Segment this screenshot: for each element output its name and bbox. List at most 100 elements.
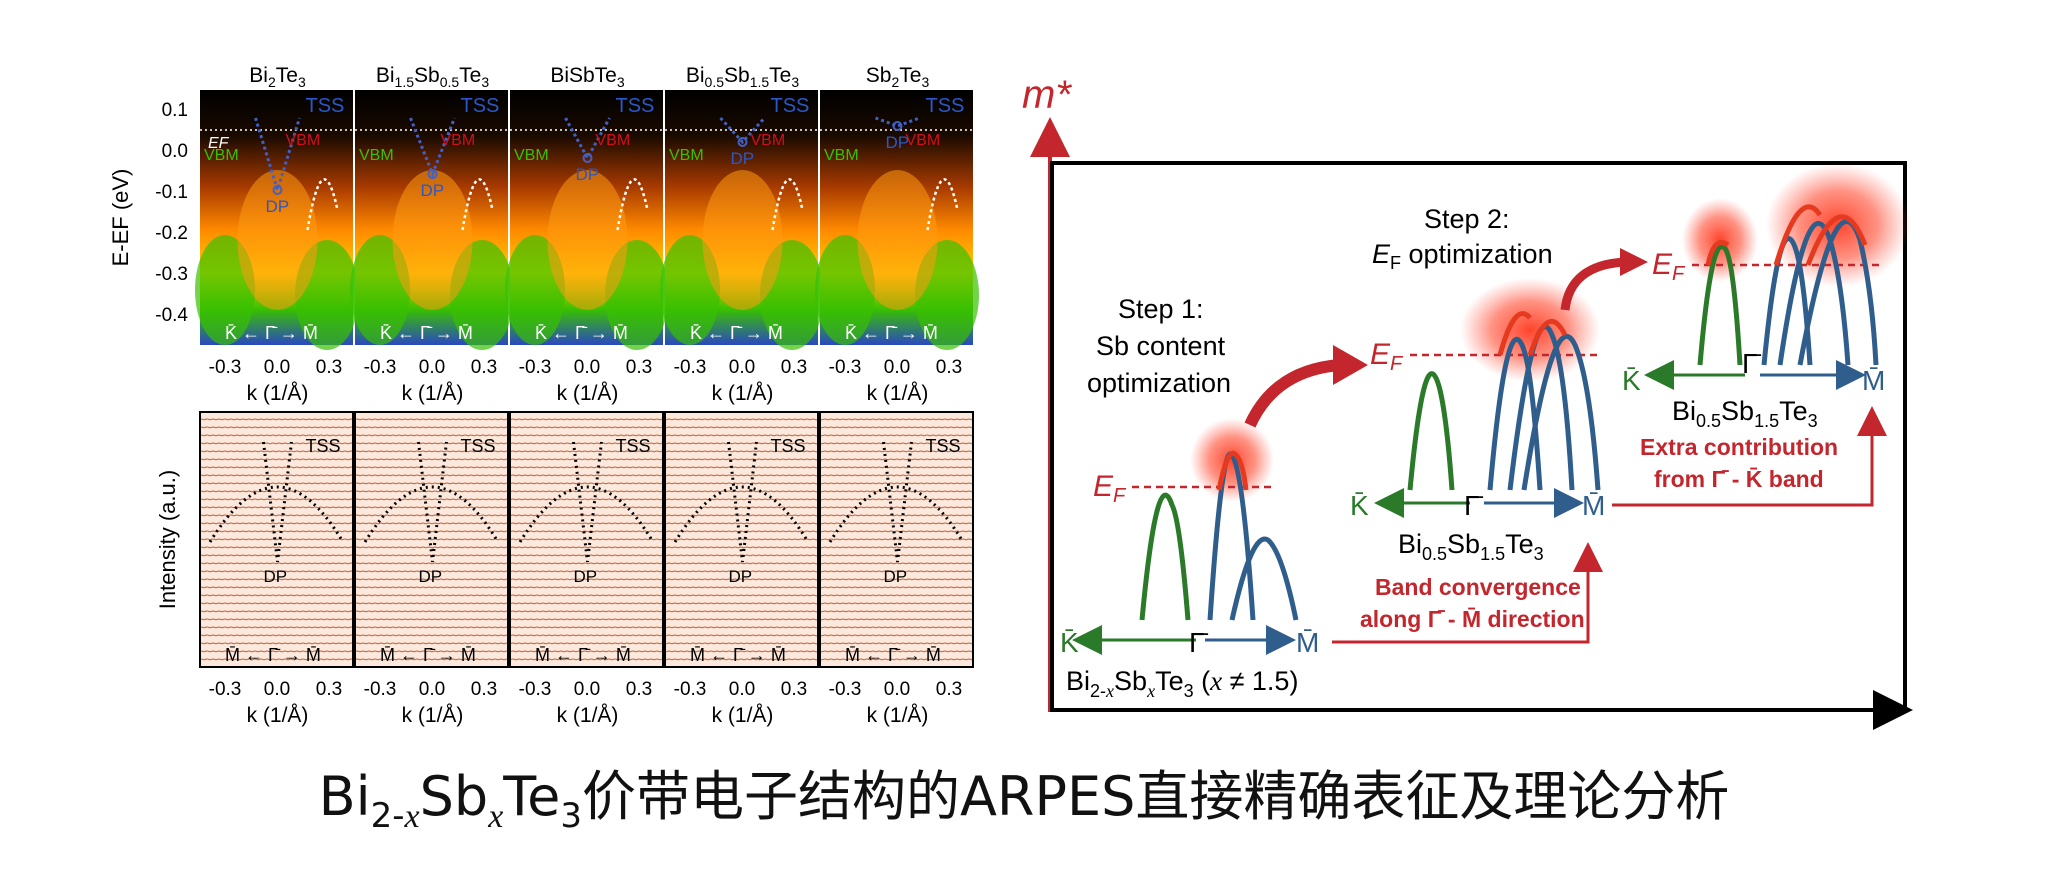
k-path-label: K̄ ← Γ̄ → M̄ — [535, 323, 628, 343]
vbm-gk-label: VBM — [514, 147, 549, 164]
ef-label: EF — [208, 135, 230, 152]
stage3-red-cap — [1705, 204, 1868, 266]
tss-label: TSS — [461, 95, 500, 117]
stage3-m-label: M̄ — [1862, 365, 1885, 396]
edc-path-label: M̄ ← Γ̄ → M̄ — [380, 645, 476, 665]
vbm-gm-label: VBM — [751, 132, 786, 149]
tss-dispersion — [719, 116, 766, 145]
edc-peak-trace — [363, 485, 500, 543]
y-tick-label: -0.4 — [155, 305, 188, 326]
x-axis-label: k (1/Å) — [557, 382, 619, 405]
y-axis-label-bottom: Intensity (a.u.) — [155, 470, 180, 609]
k-path-label: K̄ ← Γ̄ → M̄ — [690, 323, 783, 343]
note1-line2: along Γ̄ - M̄ direction — [1360, 606, 1585, 632]
step1-line3: optimization — [1087, 368, 1231, 398]
stage1-bands — [1072, 450, 1299, 655]
tss-label: TSS — [306, 95, 345, 117]
band-schematic: m* EF K̄ Γ̄ M̄ Bi2-xSbxTe3 (x ≠ 1.5) Ste… — [1022, 73, 1913, 730]
edc-path-label: M̄ ← Γ̄ → M̄ — [225, 645, 321, 665]
x-tick-label: -0.3 — [209, 679, 242, 700]
tss-dispersion — [254, 117, 301, 196]
edc-panel — [354, 411, 509, 668]
stage1-caption: Bi2-xSbxTe3 (x ≠ 1.5) — [1066, 666, 1298, 701]
x-axis-label: k (1/Å) — [557, 704, 619, 727]
edc-path-label: M̄ ← Γ̄ → M̄ — [535, 645, 631, 665]
edc-tss-trace — [727, 441, 758, 563]
panel-title: Bi0.5Sb1.5Te3 — [686, 64, 800, 90]
vbm-gk-label: VBM — [359, 147, 394, 164]
tss-label: TSS — [926, 95, 965, 117]
vbm-gm-label: VBM — [906, 132, 941, 149]
x-tick-label: 0.0 — [419, 679, 445, 700]
step1-line1: Step 1: — [1118, 294, 1204, 324]
stage2-blue-band-2 — [1507, 324, 1575, 491]
dp-marker — [892, 121, 903, 131]
x-tick-label: 0.0 — [264, 357, 290, 378]
stage3-bands — [1644, 204, 1880, 390]
stage1-gamma-label: Γ̄ — [1189, 627, 1208, 658]
x-tick-label: 0.3 — [626, 679, 652, 700]
note1-line1: Band convergence — [1375, 574, 1581, 600]
x-tick-label: 0.3 — [316, 357, 342, 378]
panel-title: Sb2Te3 — [866, 64, 930, 90]
x-tick-label: -0.3 — [519, 679, 552, 700]
y-tick-label: -0.1 — [155, 182, 188, 203]
edc-path-label: M̄ ← Γ̄ → M̄ — [690, 645, 786, 665]
tss-label: TSS — [616, 95, 655, 117]
stage3-blue-band-2 — [1777, 220, 1851, 366]
tss-dispersion — [409, 117, 456, 179]
note2-line2: from Γ̄ - K̄ band — [1654, 466, 1824, 492]
x-tick-label: -0.3 — [209, 357, 242, 378]
x-tick-label: 0.3 — [781, 357, 807, 378]
stage3-k-label: K̄ — [1622, 365, 1641, 396]
x-tick-label: 0.3 — [471, 679, 497, 700]
edc-peak-trace — [673, 485, 810, 543]
arpes-orange-core — [702, 170, 783, 310]
x-tick-label: 0.0 — [729, 357, 755, 378]
edc-panel — [199, 411, 354, 668]
x-tick-label: 0.0 — [419, 357, 445, 378]
edc-panel — [819, 411, 974, 668]
x-axis-label: k (1/Å) — [247, 382, 309, 405]
chinese-caption: Bi2-xSbxTe3价带电子结构的ARPES直接精确表征及理论分析 — [318, 765, 1730, 836]
stage3-gamma-label: Γ̄ — [1742, 348, 1761, 379]
x-tick-label: -0.3 — [674, 357, 707, 378]
k-path-label: K̄ ← Γ̄ → M̄ — [845, 323, 938, 343]
vbm-gk-label: VBM — [204, 147, 239, 164]
dp-marker — [427, 169, 438, 179]
dp-label: DP — [886, 133, 910, 152]
stage2-green-band — [1407, 371, 1455, 491]
stage2-gamma-label: Γ̄ — [1464, 490, 1483, 521]
x-tick-label: 0.0 — [264, 679, 290, 700]
edc-dp-label: DP — [419, 567, 443, 586]
x-axis-label: k (1/Å) — [402, 382, 464, 405]
x-axis-label: k (1/Å) — [712, 382, 774, 405]
stage2-red-cap — [1497, 311, 1568, 356]
edc-tss-label: TSS — [926, 436, 961, 456]
panel-title: Bi1.5Sb0.5Te3 — [376, 64, 490, 90]
edc-dp-label: DP — [574, 567, 598, 586]
step1-line2: Sb content — [1096, 331, 1226, 361]
edc-peak-trace — [208, 485, 345, 543]
step2-line2: EF optimization — [1372, 239, 1553, 273]
vbm-gm-label: VBM — [596, 132, 631, 149]
x-tick-label: 0.0 — [574, 679, 600, 700]
stage1-m-label: M̄ — [1296, 627, 1319, 658]
x-axis-label: k (1/Å) — [247, 704, 309, 727]
arpes-orange-core — [547, 170, 628, 310]
dp-marker — [737, 137, 748, 147]
vbm-gk-label: VBM — [824, 147, 859, 164]
x-tick-label: 0.3 — [626, 357, 652, 378]
step2-line1: Step 2: — [1424, 204, 1510, 234]
stage3-caption: Bi0.5Sb1.5Te3 — [1672, 396, 1818, 431]
edc-tss-trace — [882, 441, 913, 563]
x-axis-label: k (1/Å) — [867, 704, 929, 727]
edc-path-label: M̄ ← Γ̄ → M̄ — [845, 645, 941, 665]
y-tick-label: -0.2 — [155, 223, 188, 244]
stage2-bands — [1374, 311, 1601, 518]
edc-dp-label: DP — [884, 567, 908, 586]
x-tick-label: 0.0 — [574, 357, 600, 378]
step1-arrow — [1244, 359, 1341, 428]
dp-label: DP — [731, 149, 755, 168]
vbm-gm-label: VBM — [441, 132, 476, 149]
